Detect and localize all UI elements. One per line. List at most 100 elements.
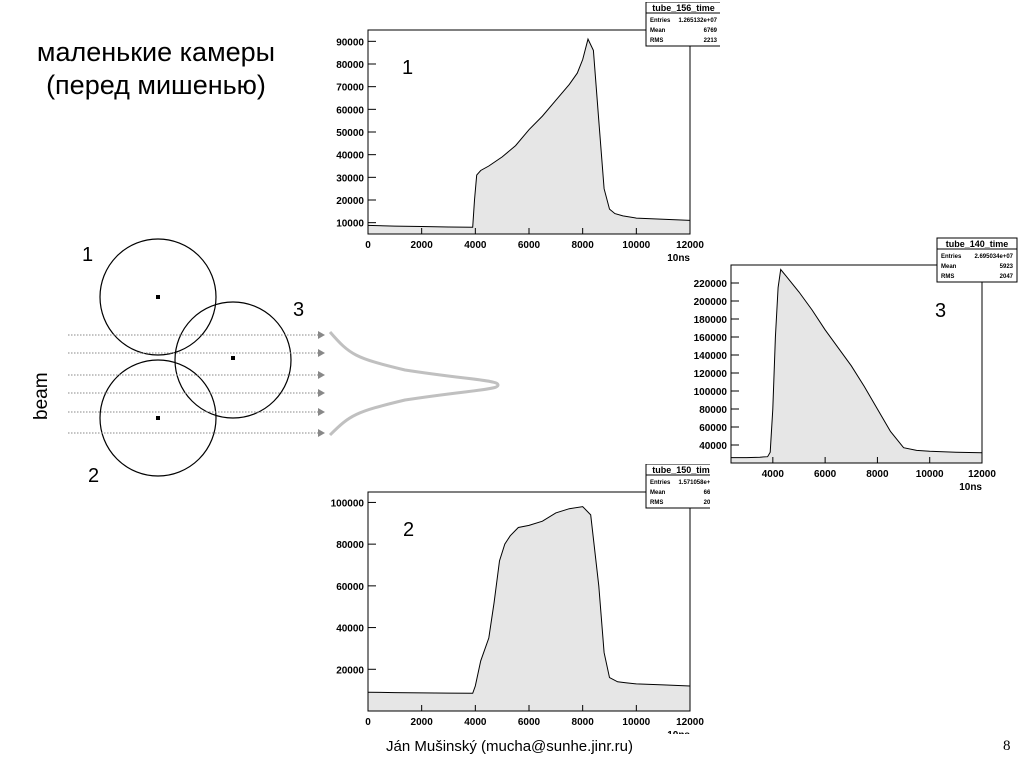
y-tick-label: 20000 [336,665,364,676]
stats-value: 5923 [1000,264,1014,270]
x-tick-label: 12000 [676,240,704,251]
x-axis-label: 10ns [959,482,982,493]
stats-box [645,2,720,47]
x-tick-label: 4000 [464,240,487,251]
stats-name: Entries [650,480,671,486]
x-tick-label: 8000 [572,240,595,251]
stats-name: RMS [650,38,663,44]
y-tick-label: 160000 [694,333,728,344]
stats-box [936,237,1018,283]
stats-value: 2.695034e+07 [974,254,1013,260]
x-tick-label: 6000 [814,469,837,480]
x-tick-label: 10000 [622,717,650,728]
chamber-label-1: 1 [82,244,93,266]
y-tick-label: 60000 [336,582,364,593]
stats-title: tube_140_time [946,239,1009,249]
wire-dot-2 [156,416,160,420]
histogram-outline [731,268,983,459]
footer-author: Ján Mušinský (mucha@sunhe.jinr.ru) [386,738,633,755]
stats-box [645,464,710,509]
x-tick-label: 6000 [518,717,541,728]
chart-1: 0 2000 4000 6000 8000 10000 12000 10000 20000 300… [336,2,720,262]
y-tick-label: 220000 [694,279,728,290]
histogram-fill [731,269,982,463]
beam-arrowheads [318,331,325,437]
x-tick-label: 8000 [866,469,889,480]
y-tick-label: 40000 [699,441,727,452]
x-tick-label: 2000 [411,717,434,728]
x-tick-label: 8000 [572,717,595,728]
slide-title: маленькие камеры (перед мишенью) [0,36,312,102]
x-tick-label: 2000 [411,240,434,251]
chamber-diagram: 1 2 3 beam [31,238,500,487]
stats-name: Entries [650,18,671,24]
stats-name: Mean [650,28,666,34]
stats-name: Mean [941,264,957,270]
stats-name: RMS [941,274,954,280]
wire-dot-3 [231,356,235,360]
y-tick-label: 30000 [336,173,364,184]
stats-value: 2068 [704,500,710,506]
stats-value: 1.571058e+07 [678,480,710,486]
stats-value: 2213 [704,38,718,44]
wire-dot-1 [156,295,160,299]
chart-2: 0 2000 4000 6000 8000 10000 12000 20000 40000 600… [331,464,710,734]
slide-title-line-1: маленькие камеры [36,37,276,67]
chart-3: 4000 6000 8000 10000 12000 40000 60000 80000 100… [694,237,1018,493]
x-tick-label: 6000 [518,240,541,251]
x-tick-label: 0 [365,717,371,728]
chamber-circle-2 [99,359,217,477]
stats-title: tube_156_time [652,3,715,13]
histogram-outline [367,506,691,694]
chamber-label-2: 2 [88,465,99,487]
y-tick-label: 80000 [699,405,727,416]
x-tick-label: 12000 [676,717,704,728]
beam-profile-curve [328,331,500,437]
x-axis-label: 10ns [667,253,690,262]
y-tick-label: 180000 [694,315,728,326]
plot-panel-label: 3 [935,300,946,322]
slide-title-line-2: (перед мишенью) [46,70,266,100]
stats-title: tube_150_time [652,465,710,475]
y-tick-label: 80000 [336,60,364,71]
y-tick-label: 200000 [694,297,728,308]
chamber-label-3: 3 [293,299,304,321]
y-tick-label: 50000 [336,128,364,139]
stats-value: 1.265132e+07 [678,18,717,24]
stats-name: Entries [941,254,962,260]
y-tick-label: 40000 [336,151,364,162]
y-tick-label: 100000 [331,498,365,509]
plot-panel-label: 2 [403,519,414,541]
y-tick-label: 60000 [699,423,727,434]
y-tick-label: 140000 [694,351,728,362]
beam-label: beam [31,372,52,420]
y-tick-label: 10000 [336,219,364,230]
x-tick-label: 4000 [762,469,785,480]
histogram-fill [368,506,690,711]
plot-frame [730,264,983,464]
y-tick-label: 70000 [336,83,364,94]
y-tick-label: 60000 [336,105,364,116]
x-tick-label: 10000 [916,469,944,480]
y-tick-label: 20000 [336,196,364,207]
x-tick-label: 10000 [622,240,650,251]
stats-value: 6648 [704,490,710,496]
x-axis-label: 10ns [667,730,690,734]
stats-value: 2047 [1000,274,1014,280]
histogram-fill [368,39,690,234]
x-tick-label: 0 [365,240,371,251]
chamber-circle-3 [174,301,292,419]
page-number: 8 [1003,738,1011,754]
histogram-outline [367,37,691,228]
stats-value: 6769 [704,28,718,34]
y-tick-label: 120000 [694,369,728,380]
y-tick-label: 90000 [336,37,364,48]
beam-lines [68,334,320,434]
x-tick-label: 12000 [968,469,996,480]
y-tick-label: 100000 [694,387,728,398]
y-tick-label: 80000 [336,540,364,551]
chamber-circle-1 [99,238,217,356]
y-tick-label: 40000 [336,624,364,635]
x-tick-label: 4000 [464,717,487,728]
stats-name: RMS [650,500,663,506]
